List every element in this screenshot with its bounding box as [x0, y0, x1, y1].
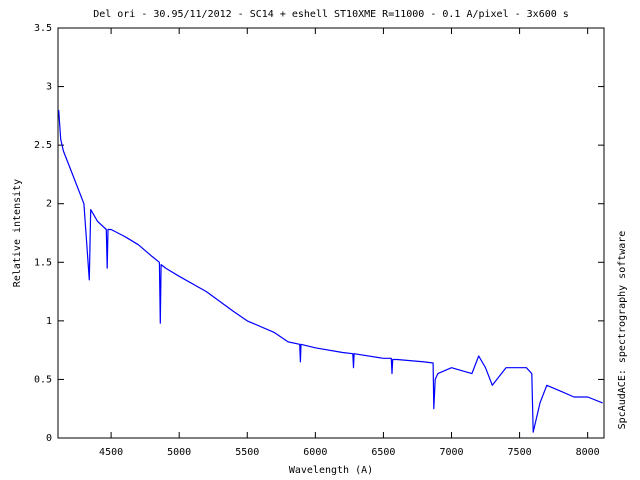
x-tick-label: 6000 — [303, 447, 327, 458]
y-tick-label: 0 — [46, 433, 52, 444]
y-tick-label: 2 — [46, 199, 52, 210]
x-tick-label: 5500 — [235, 447, 259, 458]
x-tick-label: 6500 — [371, 447, 395, 458]
y-tick-label: 3.5 — [34, 23, 52, 34]
y-tick-label: 1 — [46, 316, 52, 327]
x-tick-label: 8000 — [576, 447, 600, 458]
spectrum-line — [58, 109, 603, 433]
y-tick-label: 1.5 — [34, 257, 52, 268]
x-tick-label: 5000 — [167, 447, 191, 458]
x-tick-label: 7500 — [508, 447, 532, 458]
x-tick-label: 7000 — [439, 447, 463, 458]
plot-frame — [57, 27, 605, 439]
y-tick-label: 0.5 — [34, 374, 52, 385]
chart-title: Del ori - 30.95/11/2012 - SC14 + eshell … — [93, 9, 569, 20]
y-axis-label: Relative intensity — [12, 179, 23, 287]
x-tick-label: 4500 — [99, 447, 123, 458]
side-label: SpcAudACE: spectrography software — [617, 231, 628, 430]
x-axis-label: Wavelength (A) — [289, 465, 373, 476]
y-tick-label: 3 — [46, 82, 52, 93]
y-tick-label: 2.5 — [34, 140, 52, 151]
